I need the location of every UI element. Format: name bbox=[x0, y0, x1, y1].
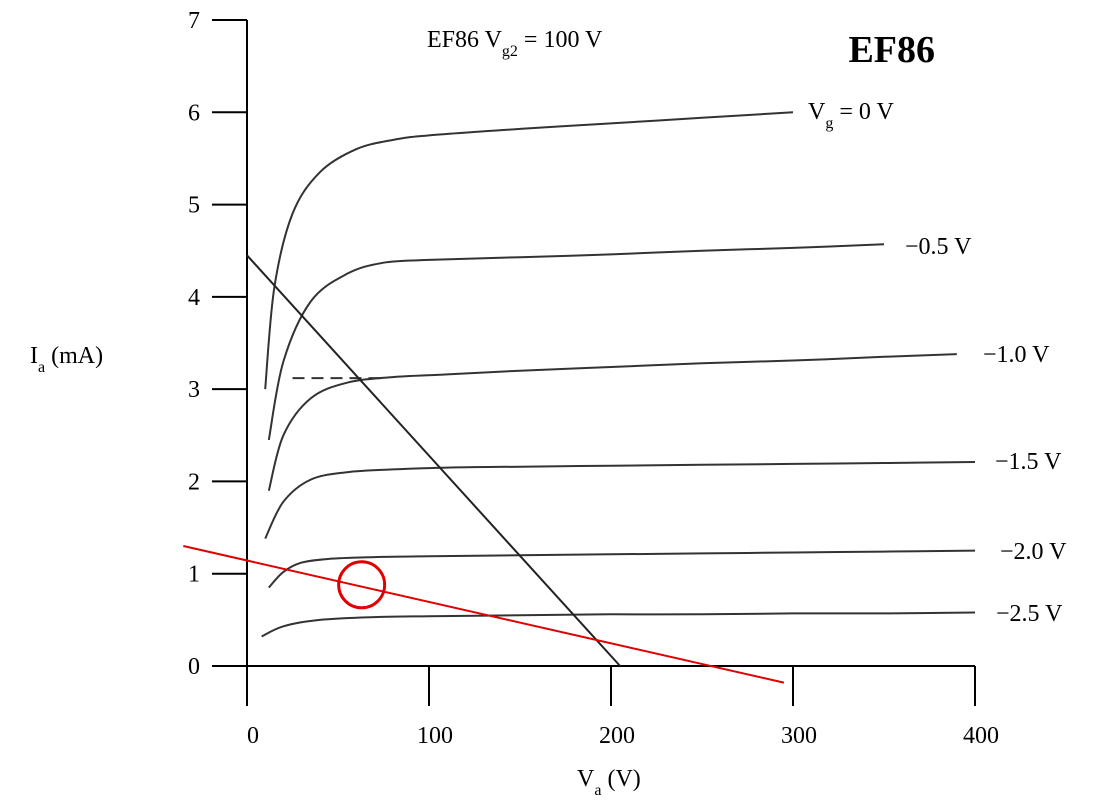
y-tick-label-6: 6 bbox=[188, 100, 200, 126]
y-tick-label-5: 5 bbox=[188, 193, 200, 219]
curve-label-0: Vg = 0 V bbox=[808, 99, 894, 132]
curve-label-1: −0.5 V bbox=[905, 234, 972, 260]
x-tick-label-0: 0 bbox=[247, 723, 259, 749]
y-axis-label: Ia (mA) bbox=[30, 343, 103, 376]
plate-curve-5 bbox=[261, 611, 976, 638]
plate-curve-1 bbox=[267, 243, 885, 441]
curve-label-2: −1.0 V bbox=[983, 342, 1050, 368]
plate-curve-0 bbox=[264, 111, 794, 390]
y-tick-label-1: 1 bbox=[188, 562, 200, 588]
load-line bbox=[246, 254, 621, 667]
plate-curve-3 bbox=[264, 461, 976, 540]
annotations bbox=[183, 254, 785, 684]
plate-curves bbox=[261, 111, 976, 638]
x-tick-label-2: 200 bbox=[599, 723, 635, 749]
curve-label-4: −2.0 V bbox=[1000, 539, 1067, 565]
y-tick-label-7: 7 bbox=[188, 8, 200, 34]
text-labels: Vg = 0 V −0.5 V −1.0 V −1.5 V −2.0 V −2.5 V EF… bbox=[30, 27, 1067, 799]
curve-label-3: −1.5 V bbox=[995, 449, 1062, 475]
x-tick-label-1: 100 bbox=[417, 723, 453, 749]
y-tick-label-3: 3 bbox=[188, 377, 200, 403]
plate-curve-4 bbox=[268, 549, 976, 589]
chart-title: EF86 bbox=[848, 29, 935, 71]
y-tick-label-0: 0 bbox=[188, 654, 200, 680]
x-tick-label-3: 300 bbox=[781, 723, 817, 749]
y-tick-label-4: 4 bbox=[188, 285, 200, 311]
x-tick-label-4: 400 bbox=[963, 723, 999, 749]
curve-label-5: −2.5 V bbox=[996, 601, 1063, 627]
operating-load-line bbox=[183, 545, 785, 684]
chart-subtitle: EF86 Vg2 = 100 V bbox=[427, 27, 603, 60]
operating-point-marker bbox=[337, 560, 387, 610]
y-tick-label-2: 2 bbox=[188, 469, 200, 495]
x-axis-label: Va (V) bbox=[577, 766, 641, 799]
axes: 0 1 2 3 4 5 6 7 0 100 200 300 400 bbox=[188, 8, 999, 749]
plate-curve-2 bbox=[267, 353, 957, 491]
